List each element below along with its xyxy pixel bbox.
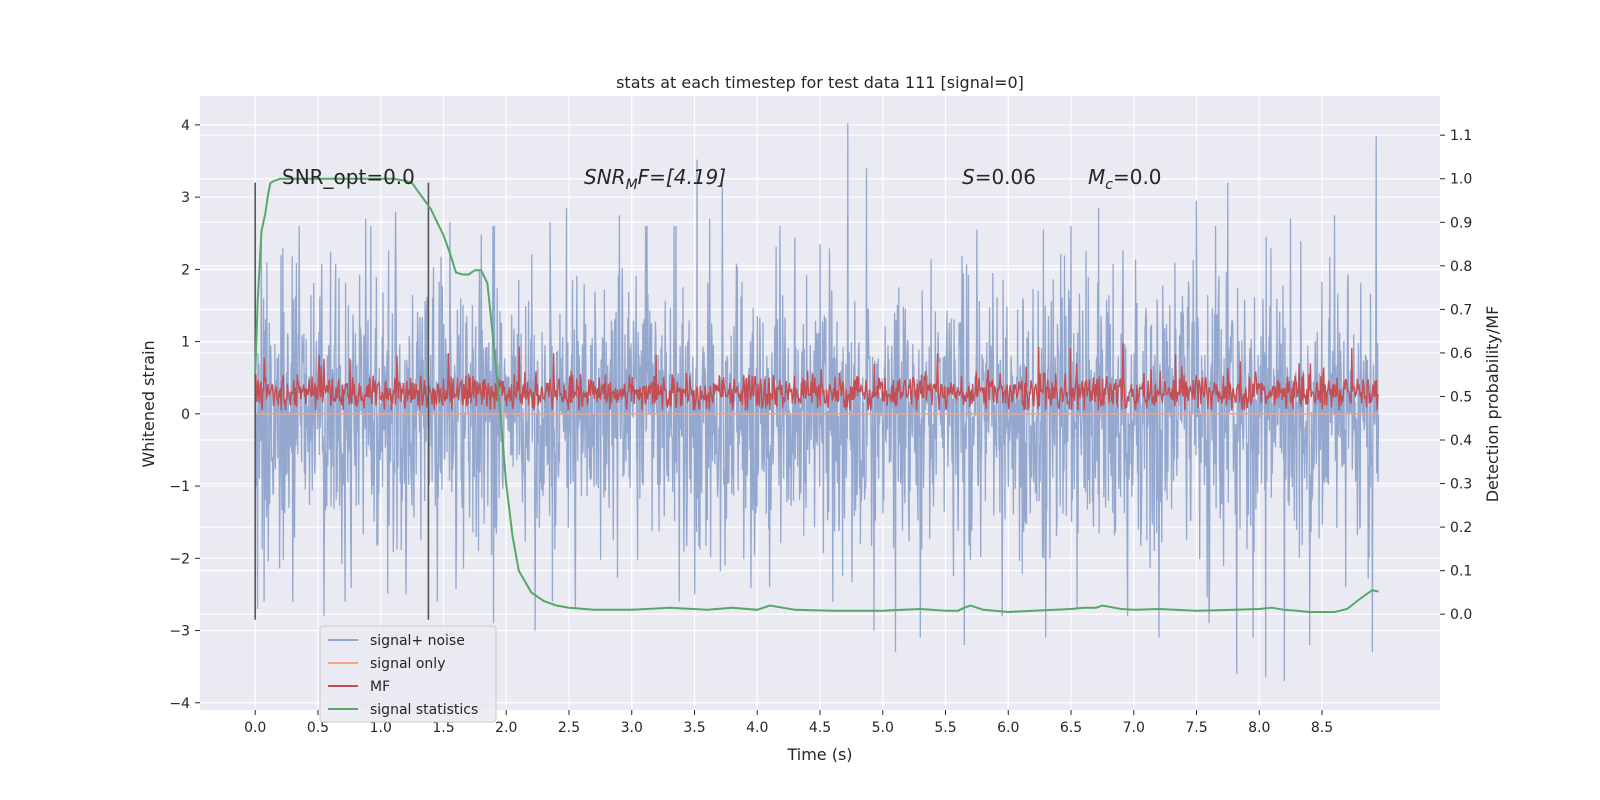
y-tick-label: 0 [181, 407, 190, 423]
x-tick-label: 3.5 [683, 720, 705, 736]
annotation-s: S=0.06 [962, 165, 1036, 189]
y-tick-label: −3 [169, 624, 190, 640]
x-tick-label: 8.5 [1311, 720, 1333, 736]
y-tick-label: −1 [169, 479, 190, 495]
annotation-snr-mf-main: SNR [584, 165, 626, 189]
annotation-snr-mf-tail: F=[4.19] [638, 165, 726, 189]
y-tick-label: 2 [181, 262, 190, 278]
annotation-mc-tail: =0.0 [1113, 165, 1162, 189]
signal-statistics-line [254, 177, 1379, 614]
x-tick-label: 3.0 [621, 720, 643, 736]
x-tick-label: 6.5 [1060, 720, 1082, 736]
x-tick-label: 7.0 [1123, 720, 1145, 736]
annotation-s-tail: =0.06 [975, 165, 1036, 189]
chart-title: stats at each timestep for test data 111… [616, 73, 1024, 92]
y-right-axis-ticks: 1.1 1.0 0.9 0.8 0.7 0.6 0.5 0.4 0.3 0.2 0.1 0.0 [1440, 128, 1472, 623]
y-axis-ticks: 4 3 2 1 0 −1 −2 −3 −4 [169, 118, 200, 712]
mf-line [254, 342, 1380, 411]
x-tick-label: 0.0 [244, 720, 266, 736]
y-tick-label: 4 [181, 118, 190, 134]
legend-label-mf: MF [370, 679, 390, 695]
annotation-mc-sub: c [1105, 177, 1113, 193]
y-tick-label: −2 [169, 551, 190, 567]
x-tick-label: 5.5 [934, 720, 956, 736]
y-right-tick-label: 0.6 [1450, 346, 1472, 362]
signal-statistics-series [254, 177, 1379, 614]
annotation-snr-opt: SNR_opt=0.0 [282, 165, 415, 189]
y-right-tick-label: 0.7 [1450, 302, 1472, 318]
legend-label-signal-only: signal only [370, 656, 445, 672]
y-right-tick-label: 0.0 [1450, 607, 1472, 623]
y-right-tick-label: 0.9 [1450, 215, 1472, 231]
x-tick-label: 2.5 [558, 720, 580, 736]
signal-noise-series [254, 123, 1380, 682]
y-tick-label: −4 [169, 696, 190, 712]
y-right-axis-label: Detection probability/MF [1483, 306, 1502, 503]
y-tick-label: 3 [181, 190, 190, 206]
y-right-tick-label: 0.8 [1450, 259, 1472, 275]
annotation-mc: Mc=0.0 [1088, 165, 1162, 193]
y-right-tick-label: 0.3 [1450, 477, 1472, 493]
y-right-tick-label: 0.5 [1450, 389, 1472, 405]
annotation-s-main: S [962, 165, 975, 189]
x-tick-label: 7.5 [1185, 720, 1207, 736]
y-axis-label: Whitened strain [139, 340, 158, 467]
x-tick-label: 4.0 [746, 720, 768, 736]
legend: signal+ noise signal only MF signal stat… [319, 625, 497, 723]
x-axis-label: Time (s) [786, 745, 852, 764]
annotation-snr-mf-sub: M [626, 177, 638, 193]
vertical-markers [254, 182, 430, 620]
x-tick-label: 2.0 [495, 720, 517, 736]
x-tick-label: 1.5 [432, 720, 454, 736]
mf-series [254, 342, 1380, 411]
y-right-tick-label: 0.4 [1450, 433, 1472, 449]
x-tick-label: 0.5 [307, 720, 329, 736]
annotation-mc-main: M [1088, 165, 1105, 189]
y-right-tick-label: 1.1 [1450, 128, 1472, 144]
legend-label-signal-statistics: signal statistics [370, 702, 478, 718]
y-right-tick-label: 0.2 [1450, 520, 1472, 536]
x-tick-label: 8.0 [1248, 720, 1270, 736]
x-tick-label: 5.0 [872, 720, 894, 736]
legend-box [319, 625, 497, 723]
annotation-snr-mf: SNRMF=[4.19] [584, 165, 726, 193]
legend-label-signal-noise: signal+ noise [370, 633, 465, 649]
y-right-tick-label: 0.1 [1450, 564, 1472, 580]
x-tick-label: 4.5 [809, 720, 831, 736]
signal-noise-line [254, 123, 1380, 682]
x-axis-ticks: 0.0 0.5 1.0 1.5 2.0 2.5 3.0 3.5 4.0 4.5 5.0 5.5 6.0 6… [244, 710, 1333, 736]
y-right-tick-label: 1.0 [1450, 172, 1472, 188]
x-tick-label: 1.0 [370, 720, 392, 736]
y-tick-label: 1 [181, 335, 190, 351]
x-tick-label: 6.0 [997, 720, 1019, 736]
